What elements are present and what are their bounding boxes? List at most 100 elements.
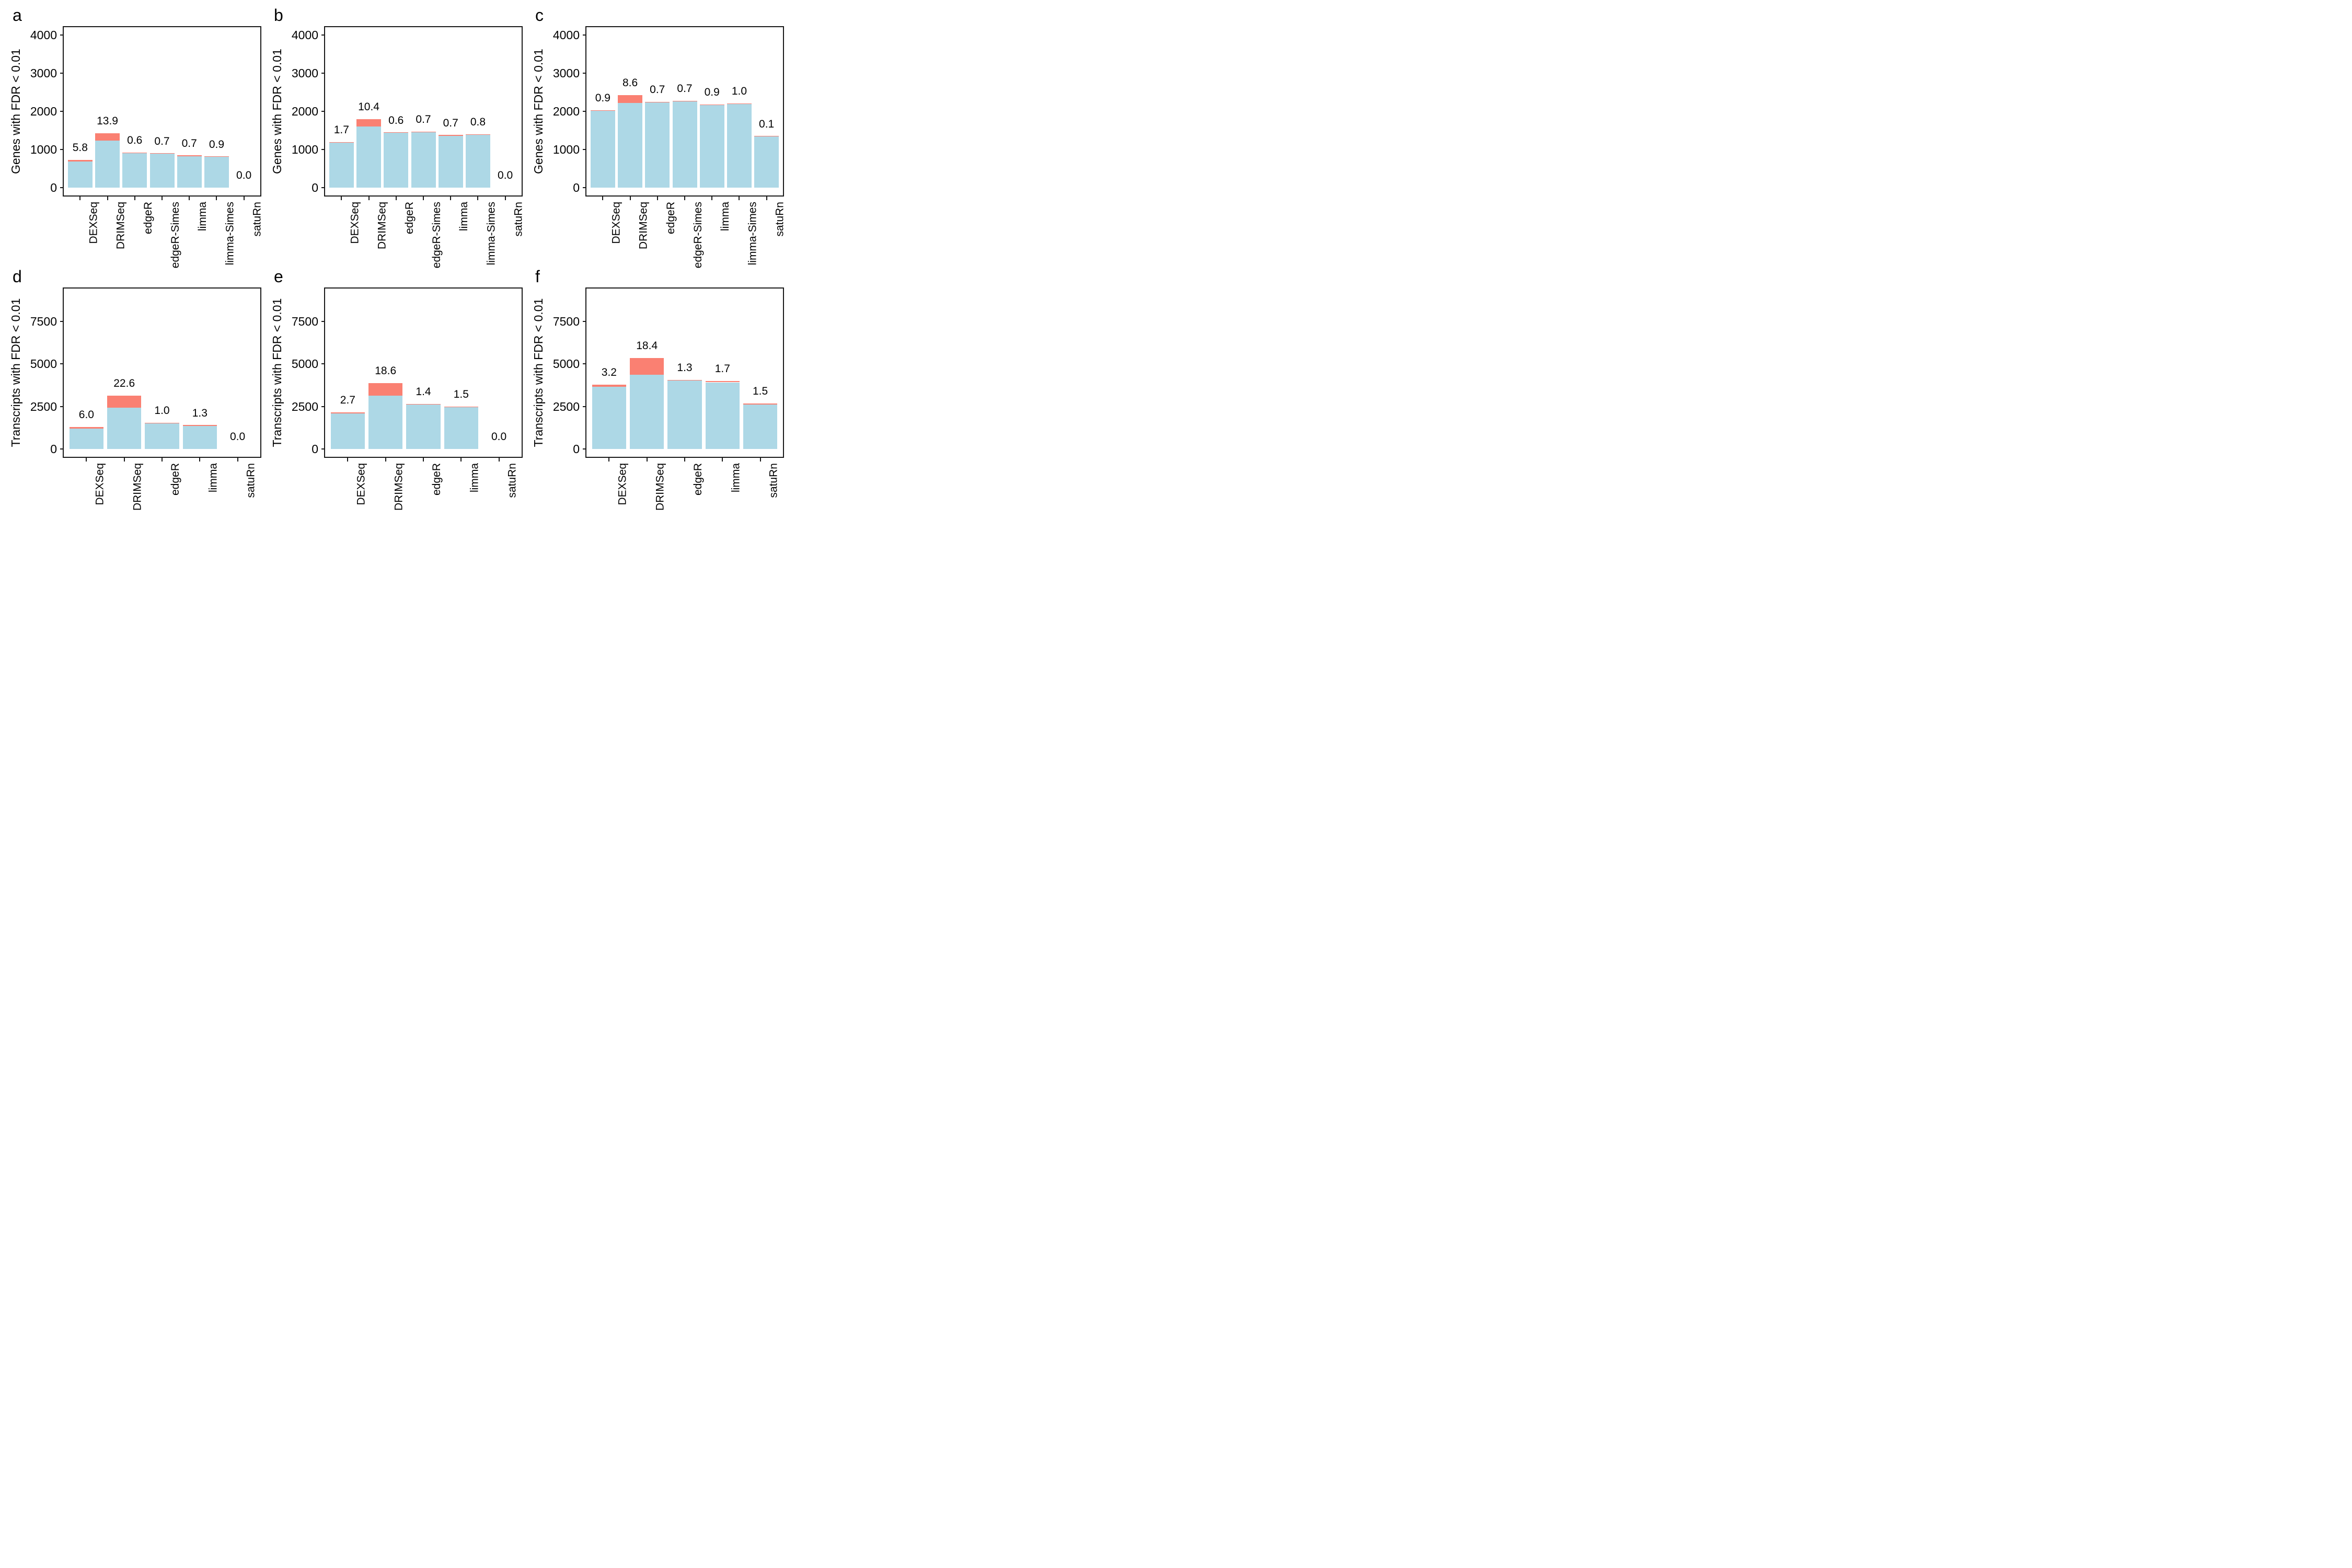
bar-segment-red [705, 381, 740, 383]
bar-value-label: 0.6 [127, 134, 143, 147]
x-tick-mark [368, 197, 370, 200]
bar-value-label: 22.6 [113, 377, 135, 389]
x-tick-mark [79, 197, 81, 200]
bar-value-label: 6.0 [78, 409, 94, 421]
x-tick-mark [477, 197, 479, 200]
bar-segment-red [329, 142, 354, 143]
bar-segment-blue [754, 136, 779, 188]
bar-value-label: 1.0 [731, 85, 747, 97]
x-tick-mark [656, 197, 658, 200]
y-tick-mark [583, 148, 586, 150]
bar-segment-red [368, 383, 403, 396]
x-tick-mark [86, 458, 87, 462]
y-tick-mark [583, 73, 586, 74]
x-tick-mark [189, 197, 190, 200]
panel-d: d Transcripts with FDR < 0.01 0 2500 5000 750… [0, 261, 261, 523]
bar-segment-blue [356, 126, 382, 188]
bar-segment-blue [667, 381, 702, 449]
x-tick-mark [237, 458, 238, 462]
x-tick-mark [423, 458, 424, 462]
y-tick-label: 2500 [30, 399, 57, 413]
bar-value-label: 0.7 [677, 82, 693, 95]
y-tick-mark [321, 73, 325, 74]
x-tick-mark [629, 197, 631, 200]
y-tick-mark [583, 406, 586, 407]
x-tick-mark [722, 458, 723, 462]
plot-area [63, 287, 261, 458]
x-tick-label: DRIMSeq [654, 463, 666, 511]
bar-segment-red [743, 403, 778, 405]
plot-area [324, 26, 523, 197]
x-tick-label: DRIMSeq [393, 463, 405, 511]
y-tick-label: 4000 [291, 28, 318, 42]
bar-value-label: 1.0 [154, 405, 170, 417]
bar-segment-blue [69, 428, 103, 449]
x-tick-label: limma [468, 463, 481, 492]
y-tick-label: 3000 [552, 66, 580, 80]
bar-value-label: 0.9 [704, 86, 720, 98]
bar-value-label: 8.6 [622, 76, 638, 89]
x-tick-mark [395, 197, 397, 200]
y-tick-label: 1000 [552, 142, 580, 156]
bar-segment-blue [465, 135, 490, 188]
x-tick-mark [759, 458, 761, 462]
bar-segment-blue [618, 102, 643, 188]
x-tick-mark [162, 197, 163, 200]
bar-segment-red [149, 153, 175, 154]
plot-area [585, 26, 784, 197]
y-tick-label: 2500 [552, 399, 580, 413]
bar-segment-blue [411, 132, 436, 188]
bar-segment-blue [107, 408, 142, 449]
bar-value-label: 0.7 [416, 113, 431, 126]
x-tick-mark [423, 197, 424, 200]
bar-segment-red [330, 412, 365, 413]
bar-segment-red [630, 358, 664, 375]
x-tick-mark [602, 197, 604, 200]
bar-segment-blue [329, 143, 354, 188]
y-tick-label: 2000 [291, 105, 318, 118]
bar-segment-blue [727, 104, 752, 188]
bar-segment-red [67, 160, 93, 162]
y-tick-label: 0 [312, 180, 318, 194]
bar-value-label: 0.7 [443, 117, 458, 129]
x-tick-mark [608, 458, 610, 462]
y-tick-label: 1000 [291, 142, 318, 156]
bar-segment-blue [630, 375, 664, 449]
y-tick-label: 4000 [30, 28, 57, 42]
y-tick-label: 0 [312, 442, 318, 456]
y-tick-mark [583, 320, 586, 322]
bar-value-label: 1.7 [714, 363, 730, 375]
bar-segment-blue [645, 102, 670, 188]
bar-segment-blue [444, 407, 478, 449]
x-tick-mark [684, 197, 685, 200]
bar-value-label: 1.4 [416, 386, 431, 398]
x-tick-mark [460, 458, 462, 462]
y-tick-mark [321, 187, 325, 188]
bar-segment-red [465, 134, 490, 135]
bar-value-label: 1.3 [192, 407, 207, 420]
y-tick-mark [321, 406, 325, 407]
y-tick-mark [321, 34, 325, 36]
bar-value-label: 0.7 [650, 83, 665, 96]
y-tick-mark [321, 448, 325, 449]
y-tick-mark [321, 320, 325, 322]
y-tick-mark [60, 406, 63, 407]
x-tick-mark [341, 197, 342, 200]
bar-value-label: 18.4 [636, 340, 658, 352]
y-tick-mark [321, 148, 325, 150]
bar-segment-blue [592, 387, 626, 449]
y-tick-mark [60, 320, 63, 322]
y-tick-label: 2000 [30, 105, 57, 118]
y-tick-mark [60, 187, 63, 188]
x-tick-label: limma [730, 463, 742, 492]
bar-value-label: 1.5 [753, 385, 768, 398]
y-tick-label: 5000 [552, 357, 580, 371]
panel-letter: c [535, 6, 544, 25]
y-tick-label: 0 [50, 180, 57, 194]
bar-segment-red [107, 395, 142, 408]
y-tick-label: 0 [573, 180, 580, 194]
x-tick-mark [385, 458, 386, 462]
x-tick-mark [123, 458, 125, 462]
bar-value-label: 5.8 [72, 142, 88, 154]
bar-value-label: 18.6 [375, 365, 397, 377]
